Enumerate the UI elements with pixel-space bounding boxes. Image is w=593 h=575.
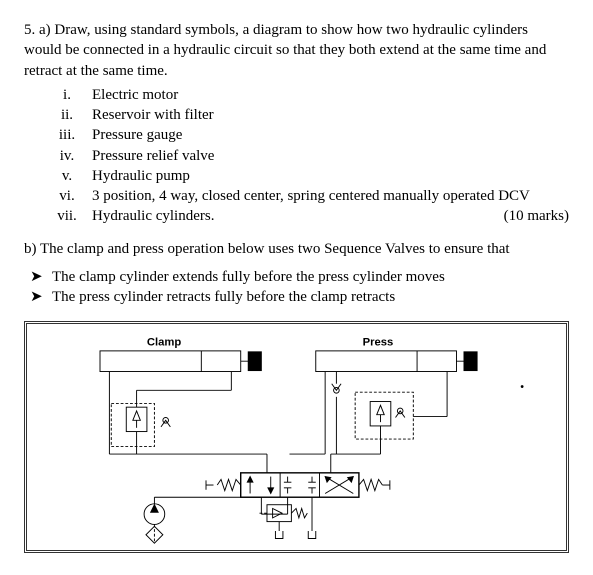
list-text: Hydraulic pump [92, 166, 569, 186]
diagram-svg: Clamp Press [35, 334, 559, 546]
marks-label: (10 marks) [504, 206, 569, 226]
list-text: Hydraulic cylinders. (10 marks) [92, 206, 569, 226]
sequence-valve-left [111, 404, 170, 447]
dcv-valve [206, 473, 390, 497]
reservoir-icon [308, 531, 316, 539]
list-text: 3 position, 4 way, closed center, spring… [92, 186, 569, 206]
sequence-valve-right [355, 392, 413, 439]
electric-motor [146, 525, 163, 544]
list-num: i. [48, 85, 92, 105]
list-num: iv. [48, 146, 92, 166]
question-intro: 5. a) Draw, using standard symbols, a di… [24, 20, 569, 81]
list-num: vi. [48, 186, 92, 206]
list-text: Reservoir with filter [92, 105, 569, 125]
press-cylinder [316, 351, 477, 372]
reservoir-icon [275, 531, 283, 539]
list-num: vii. [48, 206, 92, 226]
clamp-label: Clamp [147, 337, 182, 349]
list-num: ii. [48, 105, 92, 125]
bullet-icon: ➤ [30, 267, 52, 287]
stray-dot [521, 386, 523, 388]
question-text: Draw, using standard symbols, a diagram … [24, 22, 546, 79]
hydraulic-pump [144, 504, 165, 525]
part-b-bullets: ➤ The clamp cylinder extends fully befor… [30, 267, 569, 308]
list-text: Pressure gauge [92, 125, 569, 145]
part-b-label: b) [24, 241, 37, 257]
part-b-intro: b) The clamp and press operation below u… [24, 239, 569, 259]
component-list: i. Electric motor ii. Reservoir with fil… [48, 85, 569, 227]
question-number: 5. a) [24, 22, 51, 38]
list-text: Pressure relief valve [92, 146, 569, 166]
check-valve-press [332, 384, 341, 393]
bullet-text: The press cylinder retracts fully before… [52, 287, 569, 307]
list-num: v. [48, 166, 92, 186]
list-text: Electric motor [92, 85, 569, 105]
part-b-text: The clamp and press operation below uses… [40, 241, 510, 257]
hydraulic-diagram: Clamp Press [24, 321, 569, 553]
bullet-icon: ➤ [30, 287, 52, 307]
list-num: iii. [48, 125, 92, 145]
relief-valve [259, 505, 307, 522]
press-label: Press [363, 337, 394, 349]
list-text-inner: Hydraulic cylinders. [92, 208, 214, 224]
bullet-text: The clamp cylinder extends fully before … [52, 267, 569, 287]
clamp-cylinder [100, 351, 261, 372]
